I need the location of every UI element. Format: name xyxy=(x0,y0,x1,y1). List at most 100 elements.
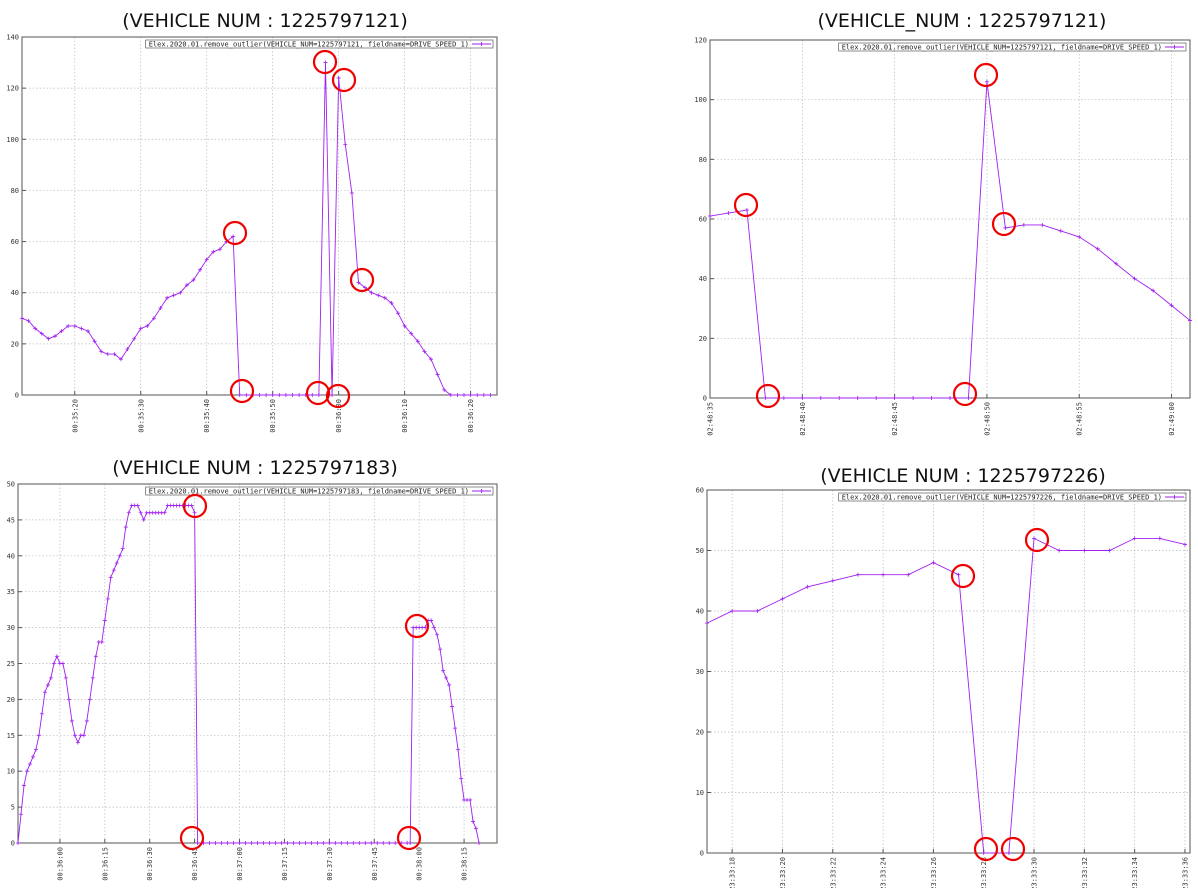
point-marker xyxy=(984,79,989,84)
legend-label: Elex.2020.01.remove_outlier(VEHICLE_NUM=… xyxy=(842,44,1162,52)
highlight xyxy=(182,493,208,519)
point-marker xyxy=(481,393,486,397)
point-marker xyxy=(219,841,224,845)
point-marker xyxy=(117,553,122,558)
point-marker xyxy=(198,267,203,272)
point-marker xyxy=(376,293,381,298)
point-marker xyxy=(66,323,71,328)
point-marker xyxy=(279,841,284,845)
point-marker xyxy=(52,334,57,339)
x-tick-label: 23:33:20 xyxy=(779,857,787,888)
point-marker xyxy=(75,740,80,745)
point-marker xyxy=(462,393,467,397)
series-line xyxy=(706,537,1186,854)
y-tick-label: 5 xyxy=(11,804,15,812)
x-tick-label: 23:33:30 xyxy=(1031,857,1039,888)
point-marker xyxy=(138,510,143,515)
point-marker xyxy=(231,841,236,845)
point-marker xyxy=(948,396,952,400)
point-marker xyxy=(54,654,59,659)
series-line xyxy=(709,81,1191,399)
point-marker xyxy=(488,393,493,397)
x-tick-label: 23:33:24 xyxy=(880,857,888,888)
point-marker xyxy=(112,352,117,357)
point-marker xyxy=(438,647,443,652)
point-marker xyxy=(191,277,196,282)
y-tick-label: 40 xyxy=(11,289,19,297)
plot-frame xyxy=(709,39,1191,399)
point-marker xyxy=(441,668,446,673)
point-marker xyxy=(26,318,31,323)
point-marker xyxy=(171,293,176,298)
y-tick-label: 25 xyxy=(7,660,15,668)
point-marker xyxy=(321,841,326,845)
point-marker xyxy=(283,393,288,397)
point-marker xyxy=(1157,536,1162,541)
point-marker xyxy=(84,718,89,723)
point-marker xyxy=(125,346,130,351)
point-marker xyxy=(805,584,810,589)
y-tick-label: 10 xyxy=(7,768,15,776)
highlight-circles xyxy=(179,49,1050,862)
point-marker xyxy=(92,339,97,344)
point-marker xyxy=(755,609,760,613)
series-line xyxy=(17,505,480,844)
legend-sample xyxy=(472,42,491,46)
point-marker xyxy=(225,841,230,845)
point-marker xyxy=(780,596,785,601)
point-marker xyxy=(349,190,354,195)
x-tick-label: 00:37:15 xyxy=(281,847,289,881)
point-marker xyxy=(114,560,119,565)
point-marker xyxy=(81,733,86,738)
point-marker xyxy=(415,339,420,344)
point-marker xyxy=(357,841,362,845)
x-tick-label: 00:36:15 xyxy=(101,847,109,881)
x-tick-label: 00:35:30 xyxy=(137,399,145,433)
point-marker xyxy=(1132,536,1137,541)
y-tick-label: 45 xyxy=(7,516,15,524)
point-marker xyxy=(345,841,350,845)
point-marker xyxy=(162,510,167,515)
highlight xyxy=(733,192,759,218)
highlight xyxy=(229,378,255,404)
point-marker xyxy=(184,283,189,288)
x-tick-label: 02:48:50 xyxy=(983,402,991,436)
point-marker xyxy=(66,697,71,702)
y-tick-label: 120 xyxy=(694,37,707,45)
point-marker xyxy=(297,393,302,397)
point-marker xyxy=(1040,222,1045,227)
point-marker xyxy=(217,247,222,252)
point-marker xyxy=(429,357,434,362)
point-marker xyxy=(93,654,98,659)
point-marker xyxy=(309,841,314,845)
point-marker xyxy=(1003,225,1008,230)
point-marker xyxy=(455,393,460,397)
point-marker xyxy=(273,841,278,845)
point-marker xyxy=(393,841,398,845)
point-marker xyxy=(435,372,440,377)
point-marker xyxy=(1107,548,1112,553)
highlight xyxy=(952,381,978,407)
point-marker xyxy=(363,285,368,290)
point-marker xyxy=(1021,222,1026,227)
point-marker xyxy=(213,841,218,845)
x-tick-label: 23:33:28 xyxy=(980,857,988,888)
point-marker xyxy=(126,510,131,515)
point-marker xyxy=(123,525,128,530)
point-marker xyxy=(270,393,275,397)
point-marker xyxy=(351,841,356,845)
highlight xyxy=(1000,836,1026,862)
y-tick-label: 10 xyxy=(696,789,704,797)
point-marker xyxy=(20,316,24,321)
point-marker xyxy=(1077,234,1082,239)
point-marker xyxy=(389,300,394,305)
point-marker xyxy=(27,762,32,767)
point-marker xyxy=(69,718,74,723)
point-marker xyxy=(72,323,77,328)
point-marker xyxy=(382,295,387,300)
point-marker xyxy=(108,575,113,580)
legend-box xyxy=(145,486,494,496)
point-marker xyxy=(409,331,414,336)
point-marker xyxy=(356,280,361,285)
y-tick-label: 20 xyxy=(7,696,15,704)
